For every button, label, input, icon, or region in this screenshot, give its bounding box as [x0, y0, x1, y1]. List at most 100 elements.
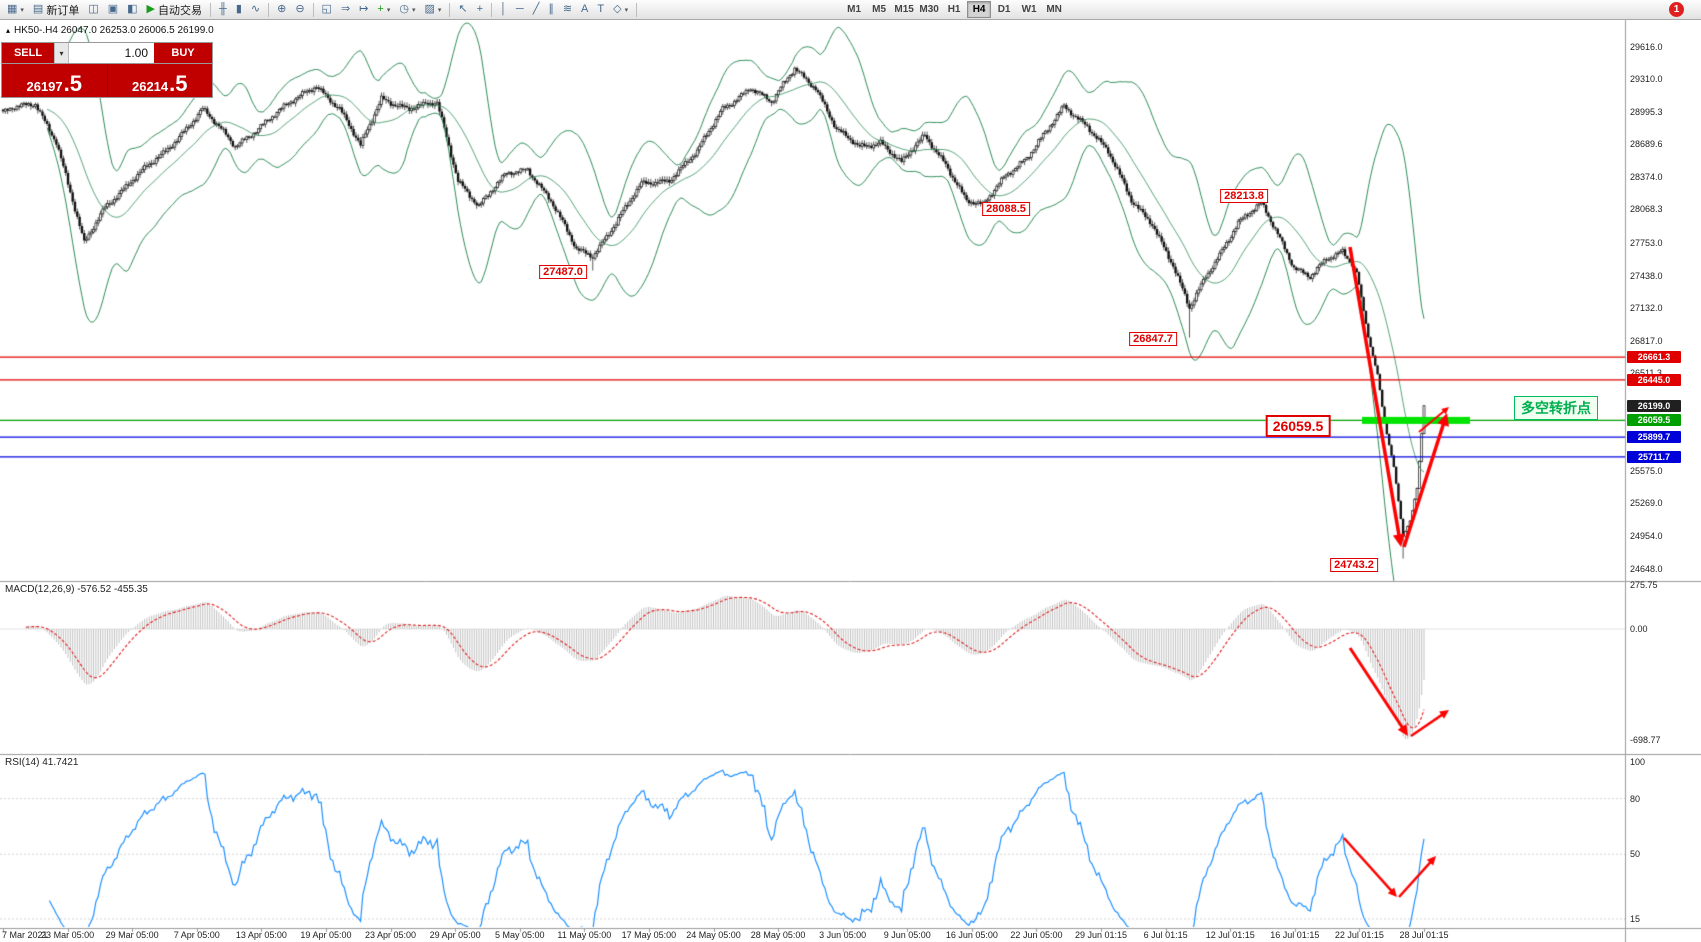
- strategy-tester-button[interactable]: ◧: [123, 1, 141, 18]
- time-axis-label: 24 May 05:00: [686, 930, 741, 940]
- dropdown-caret-icon: ▾: [437, 6, 442, 14]
- sell-price-big-digit: .5: [63, 71, 82, 97]
- trendline-button[interactable]: ╱: [529, 1, 544, 18]
- notification-badge[interactable]: 1: [1669, 2, 1684, 17]
- timeframe-d1-button[interactable]: D1: [992, 1, 1016, 18]
- new-order-icon: ▤: [32, 3, 44, 15]
- trade-panel-prices: 26197 .5 26214 .5: [2, 64, 212, 97]
- indicators-button[interactable]: + ▾: [373, 1, 394, 18]
- timeframe-m30-button[interactable]: M30: [917, 1, 941, 18]
- timeframe-mn-button[interactable]: MN: [1042, 1, 1066, 18]
- channel-button[interactable]: ∥: [544, 1, 558, 18]
- macd-axis-label: 275.75: [1630, 580, 1658, 591]
- buy-button[interactable]: BUY: [154, 43, 212, 63]
- time-axis-label: 12 Jul 01:15: [1205, 930, 1255, 940]
- cursor-button[interactable]: ↖: [454, 1, 471, 18]
- price-tag: 26199.0: [1627, 399, 1681, 412]
- price-axis-label: 28374.0: [1630, 172, 1663, 183]
- timeframe-m1-button[interactable]: M1: [842, 1, 866, 18]
- price-annotation[interactable]: 28088.5: [982, 202, 1030, 216]
- price-axis-label: 29616.0: [1630, 42, 1663, 52]
- new-chart-button[interactable]: ▦ ▾: [3, 1, 28, 18]
- time-axis-label: 22 Jul 01:15: [1334, 930, 1384, 940]
- volume-input[interactable]: [69, 43, 154, 63]
- bar-chart-button[interactable]: ╫: [215, 1, 231, 18]
- candlestick-chart-icon: ▮: [235, 3, 242, 15]
- chart-profiles-button[interactable]: ◫: [84, 1, 102, 18]
- toolbar: ▦ ▾ ▤ 新订单 ◫ ▣ ◧ ▶ 自动交易 ╫ ▮ ∿ ⊕ ⊖ ◱ ⇒ ↦ + ▾ ◷ ▾ ▨ ▾ ↖ + │ ─ ╱ ∥ ≋ A T ◇ ▾ M…: [0, 0, 1701, 20]
- auto-scroll-button[interactable]: ⇒: [337, 1, 354, 18]
- chart-shift-button[interactable]: ↦: [355, 1, 372, 18]
- price-axis-label: 25269.0: [1630, 498, 1663, 509]
- text-button[interactable]: A: [577, 1, 592, 18]
- shapes-button[interactable]: ◇ ▾: [609, 1, 632, 18]
- tile-windows-button[interactable]: ◱: [318, 1, 336, 18]
- price-annotation[interactable]: 26059.5: [1265, 415, 1331, 437]
- line-chart-button[interactable]: ∿: [247, 1, 264, 18]
- auto-trading-icon: ▶: [146, 3, 156, 15]
- shapes-icon: ◇: [613, 3, 622, 15]
- toolbar-separator: [491, 2, 493, 17]
- price-annotation[interactable]: 24743.2: [1330, 558, 1378, 572]
- turning-point-note[interactable]: 多空转折点: [1514, 396, 1598, 420]
- horizontal-line-button[interactable]: ─: [512, 1, 528, 18]
- vertical-line-button[interactable]: │: [496, 1, 511, 18]
- price-axis-label: 25575.0: [1630, 466, 1663, 477]
- candlestick-chart-button[interactable]: ▮: [232, 1, 246, 18]
- zoom-in-button[interactable]: ⊕: [273, 1, 290, 18]
- channel-icon: ∥: [548, 3, 554, 15]
- sell-button[interactable]: SELL: [2, 43, 54, 63]
- crosshair-button[interactable]: +: [473, 1, 487, 18]
- toolbar-separator: [268, 2, 270, 17]
- dropdown-caret-icon: ▾: [411, 6, 416, 14]
- price-axis-label: 29310.0: [1630, 74, 1663, 85]
- trendline-icon: ╱: [532, 3, 540, 15]
- auto-trading-button-label: 自动交易: [158, 4, 203, 17]
- macd-axis-label: -698.77: [1630, 735, 1661, 746]
- timeframe-h4-button[interactable]: H4: [967, 1, 992, 18]
- rsi-axis-label: 80: [1630, 793, 1641, 804]
- price-annotation[interactable]: 26847.7: [1129, 332, 1177, 346]
- zoom-out-button[interactable]: ⊖: [291, 1, 308, 18]
- label-button[interactable]: T: [593, 1, 608, 18]
- price-tag: 26059.5: [1627, 414, 1681, 427]
- time-axis-label: 7 Apr 05:00: [173, 930, 220, 940]
- periods-button[interactable]: ◷ ▾: [395, 1, 419, 18]
- timeframe-m5-button[interactable]: M5: [867, 1, 891, 18]
- vertical-line-icon: │: [500, 3, 507, 15]
- sell-price[interactable]: 26197 .5: [2, 64, 108, 97]
- rsi-axis-label: 15: [1630, 914, 1641, 924]
- price-annotation[interactable]: 28213.8: [1220, 189, 1268, 203]
- line-chart-icon: ∿: [250, 3, 261, 15]
- timeframe-m15-button[interactable]: M15: [892, 1, 916, 18]
- time-axis-label: 5 May 05:00: [494, 930, 545, 940]
- time-axis-label: 11 May 05:00: [557, 930, 612, 940]
- price-annotation[interactable]: 27487.0: [539, 265, 587, 279]
- buy-price[interactable]: 26214 .5: [108, 64, 213, 97]
- templates-button[interactable]: ▨ ▾: [420, 1, 445, 18]
- one-click-trading-panel: SELL ▾ BUY 26197 .5 26214 .5: [1, 42, 213, 98]
- periods-icon: ◷: [399, 3, 409, 15]
- new-order-button-label: 新订单: [46, 4, 80, 17]
- time-axis-label: 13 Apr 05:00: [235, 930, 287, 940]
- fibonacci-button[interactable]: ≋: [559, 1, 576, 18]
- time-axis-label: 16 Jul 01:15: [1270, 930, 1320, 940]
- auto-trading-button[interactable]: ▶ 自动交易: [143, 1, 206, 18]
- timeframe-w1-button[interactable]: W1: [1017, 1, 1041, 18]
- price-axis-label: 28995.3: [1630, 107, 1663, 118]
- sell-price-main: 26197: [26, 78, 63, 94]
- strategy-tester-icon: ◧: [127, 3, 138, 15]
- price-axis-label: 26817.0: [1630, 335, 1663, 346]
- terminal-button[interactable]: ▣: [104, 1, 122, 18]
- macd-indicator-label: MACD(12,26,9) -576.52 -455.35: [5, 584, 148, 595]
- volume-dropdown-icon[interactable]: ▾: [54, 43, 69, 63]
- rsi-indicator-label: RSI(14) 41.7421: [5, 757, 79, 768]
- new-order-button[interactable]: ▤ 新订单: [29, 1, 83, 18]
- buy-price-big-digit: .5: [169, 71, 188, 97]
- time-axis-label: 23 Mar 05:00: [41, 930, 95, 940]
- text-icon: A: [581, 3, 589, 15]
- timeframe-h1-button[interactable]: H1: [942, 1, 966, 18]
- indicators-icon: +: [377, 3, 384, 15]
